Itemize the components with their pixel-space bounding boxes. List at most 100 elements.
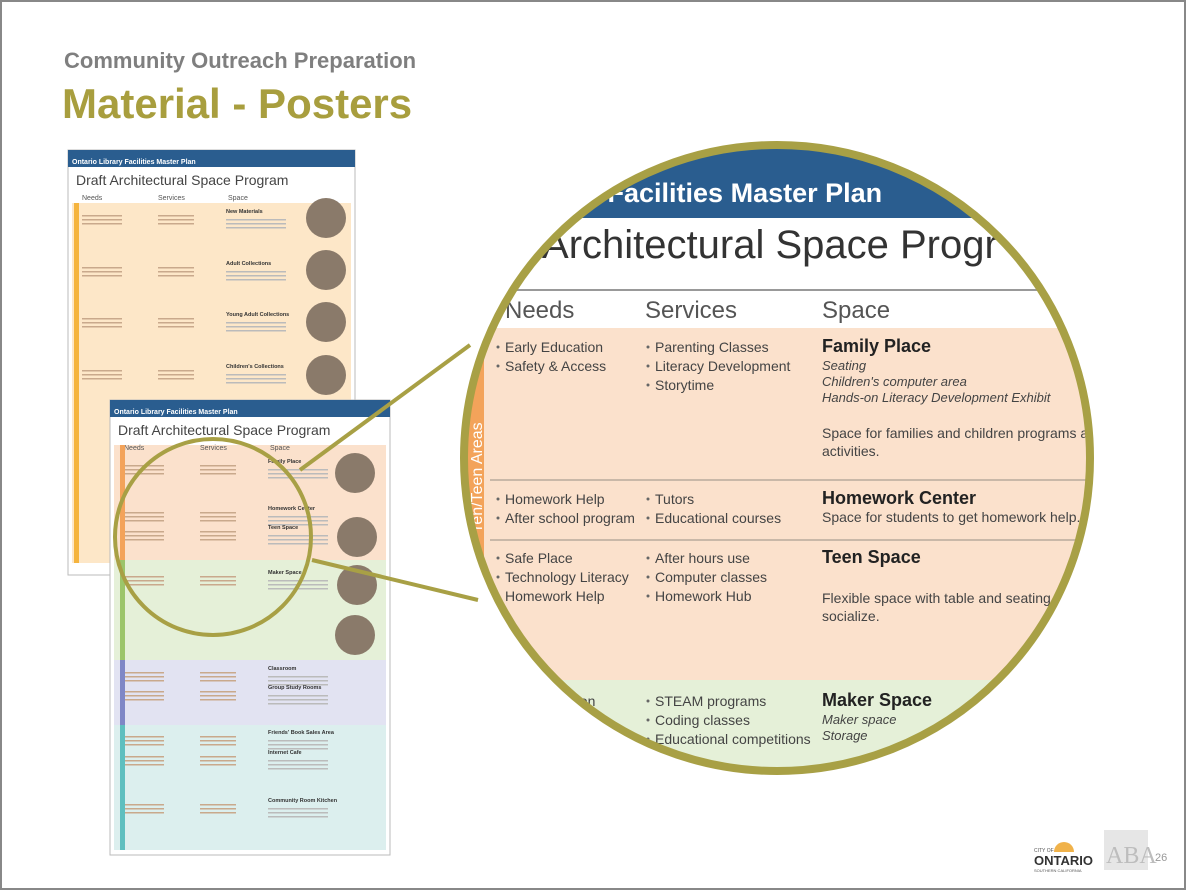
poster-section: Children's Collections — [226, 364, 284, 370]
poster-filler — [268, 760, 328, 762]
poster-section: Maker Space — [268, 570, 302, 576]
zoom-service: Storytime — [655, 377, 714, 393]
poster-filler — [124, 531, 164, 533]
poster-filler — [82, 215, 122, 217]
poster-filler — [158, 271, 194, 273]
poster-filler — [268, 699, 328, 701]
zoom-service: Literacy Development — [655, 358, 791, 374]
poster-filler — [268, 477, 328, 479]
poster-section: Friends' Book Sales Area — [268, 730, 335, 736]
poster-filler — [158, 378, 194, 380]
poster-filler — [82, 378, 122, 380]
logo-bottom: SOUTHERN CALIFORNIA — [1034, 868, 1082, 873]
poster-filler — [268, 539, 328, 541]
zoom-detail: Maker space — [822, 712, 896, 727]
zoom-need: Safe Place — [505, 550, 573, 566]
poster-filler — [200, 764, 236, 766]
poster-filler — [158, 322, 194, 324]
poster-filler — [124, 812, 164, 814]
bullet — [646, 575, 650, 579]
poster-filler — [200, 531, 236, 533]
zoom-detail: Hands-on Literacy Development Exhibit — [822, 390, 1052, 405]
poster-filler — [200, 465, 236, 467]
poster-plan: Ontario Library Facilities Master Plan — [114, 409, 238, 416]
poster-filler — [200, 580, 236, 582]
poster-filler — [200, 473, 236, 475]
logo-mask — [1040, 852, 1090, 872]
bullet — [646, 383, 650, 387]
poster-filler — [200, 760, 236, 762]
poster-filler — [124, 695, 164, 697]
poster-filler — [226, 378, 286, 380]
poster-filler — [200, 699, 236, 701]
poster-filler — [124, 699, 164, 701]
bullet — [496, 556, 500, 560]
poster-filler — [124, 535, 164, 537]
zoom-need: Technology Literacy — [505, 569, 629, 585]
poster-filler — [82, 374, 122, 376]
front-poster: Ontario Library Facilities Master Plan Dr… — [109, 399, 391, 856]
poster-filler — [124, 760, 164, 762]
zoom-connector — [311, 558, 479, 602]
poster-column: Space — [270, 445, 290, 452]
firm-box — [1104, 830, 1148, 870]
poster-filler — [226, 326, 286, 328]
zoom-service: STEAM programs — [655, 693, 766, 709]
zoom-description: socialize. — [822, 608, 880, 624]
zoom-service: Educational courses — [655, 510, 781, 526]
poster-photo — [306, 250, 346, 290]
poster-filler — [226, 223, 286, 225]
poster-filler — [200, 584, 236, 586]
poster-filler — [82, 322, 122, 324]
zoom-description: Flexible space with table and seating fo… — [822, 590, 1095, 606]
poster-filler — [124, 756, 164, 758]
poster-filler — [124, 740, 164, 742]
poster-filler — [82, 275, 122, 277]
poster-side — [74, 203, 79, 563]
poster-filler — [124, 736, 164, 738]
poster-filler — [124, 584, 164, 586]
poster-filler — [158, 267, 194, 269]
poster-filler — [200, 691, 236, 693]
poster-filler — [200, 740, 236, 742]
poster-column: Needs — [124, 445, 145, 452]
bullet — [496, 364, 500, 368]
zoom-ring — [460, 141, 1094, 775]
poster-filler — [200, 680, 236, 682]
zoom-detail: Storage — [822, 728, 868, 743]
poster-filler — [268, 816, 328, 818]
poster-filler — [200, 756, 236, 758]
poster-filler — [158, 370, 194, 372]
poster-banner — [110, 400, 390, 417]
bullet — [646, 516, 650, 520]
zoom-space: Maker Space — [822, 690, 932, 710]
poster-filler — [158, 374, 194, 376]
title: Material - Posters — [62, 80, 412, 127]
poster-filler — [268, 680, 328, 682]
poster-section: Homework Center — [268, 506, 316, 512]
poster-filler — [226, 330, 286, 332]
zoom-space: Homework Center — [822, 488, 976, 508]
zoom-need: Homework Help — [505, 491, 605, 507]
zoom-column: Space — [822, 297, 890, 324]
poster-filler — [124, 520, 164, 522]
zoom-service: Homework Hub — [655, 588, 752, 604]
poster-side — [120, 660, 125, 725]
poster-filler — [200, 512, 236, 514]
zoom-service: After hours use — [655, 550, 750, 566]
poster-filler — [124, 764, 164, 766]
poster-filler — [200, 535, 236, 537]
poster-filler — [82, 271, 122, 273]
subtitle: Community Outreach Preparation — [64, 48, 416, 73]
poster-filler — [124, 691, 164, 693]
zoom-need: Safety & Access — [505, 358, 606, 374]
poster-section: Internet Cafe — [268, 750, 302, 756]
poster-filler — [158, 223, 194, 225]
poster-band — [114, 725, 386, 850]
poster-filler — [226, 227, 286, 229]
poster-filler — [124, 580, 164, 582]
poster-filler — [200, 808, 236, 810]
poster-filler — [200, 469, 236, 471]
logo-top: CITY OF — [1034, 848, 1054, 854]
poster-filler — [268, 473, 328, 475]
